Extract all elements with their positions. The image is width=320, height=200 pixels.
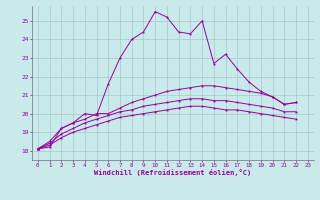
X-axis label: Windchill (Refroidissement éolien,°C): Windchill (Refroidissement éolien,°C) (94, 169, 252, 176)
